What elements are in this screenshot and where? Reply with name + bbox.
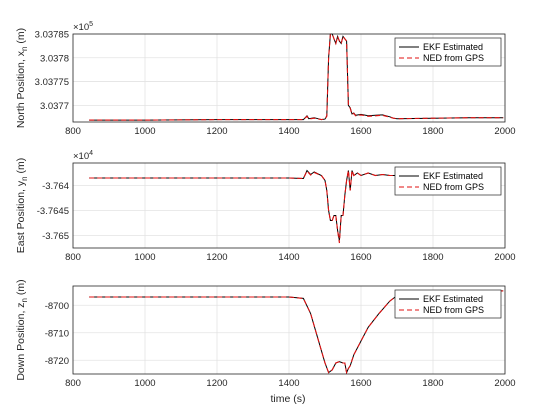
x-tick-label: 1400 (278, 378, 299, 389)
axes-box (72, 33, 506, 123)
chart-panel-3: 800 1000 1200 1400 1600 1800 2000 -8700 -8710 -87… (15, 279, 516, 389)
y-tick-label: 3.03775 (35, 77, 69, 88)
x-tick-label: 1800 (422, 126, 443, 137)
exponent-label: ×104 (73, 150, 93, 162)
legend-box (394, 289, 502, 319)
y-tick-label: -3.765 (42, 231, 69, 242)
chart-panel-2: 800 1000 1200 1400 1600 1800 2000 -3.764 -3.7645… (15, 150, 516, 263)
y-tick-label: 3.03785 (35, 30, 69, 41)
x-tick-label: 2000 (494, 378, 515, 389)
x-axis-label: time (s) (271, 393, 306, 405)
y-axis-label: North Position, xn (m) (15, 28, 29, 128)
y-tick-label: -8700 (45, 301, 69, 312)
axes-box (72, 162, 506, 249)
x-tick-label: 1800 (422, 378, 443, 389)
legend-entry-label: NED from GPS (423, 53, 484, 63)
x-tick-label: 1200 (206, 252, 227, 263)
legend-entry-label: NED from GPS (423, 182, 484, 192)
y-tick-label: -8710 (45, 328, 69, 339)
y-tick-label: 3.0377 (40, 101, 69, 112)
legend-entry-label: NED from GPS (423, 305, 484, 315)
x-tick-label: 1200 (206, 126, 227, 137)
x-tick-label: 1200 (206, 378, 227, 389)
legend-entry-label: EKF Estimated (423, 171, 483, 181)
x-tick-label: 1000 (134, 252, 155, 263)
legend-box (394, 166, 502, 196)
x-tick-label: 1400 (278, 252, 299, 263)
series-line-ned-from-gps (89, 170, 415, 244)
y-tick-label: -8720 (45, 356, 69, 367)
x-tick-label: 1400 (278, 126, 299, 137)
x-tick-label: 2000 (494, 126, 515, 137)
y-tick-label: -3.7645 (37, 206, 69, 217)
y-tick-label: 3.0378 (40, 53, 69, 64)
x-tick-label: 1000 (134, 126, 155, 137)
axes-box (72, 285, 506, 375)
y-axis-label: East Position, yn (m) (15, 158, 29, 254)
y-tick-label: -3.764 (42, 181, 69, 192)
series-line-ekf-estimated (89, 33, 504, 121)
series-line-ned-from-gps (89, 290, 504, 375)
x-tick-label: 1600 (350, 378, 371, 389)
x-tick-label: 800 (65, 378, 81, 389)
x-tick-label: 1800 (422, 252, 443, 263)
chart-panel-1: 800 1000 1200 1400 1600 1800 2000 3.0377 3.03775… (15, 21, 516, 137)
x-tick-label: 1600 (350, 126, 371, 137)
legend-entry-label: EKF Estimated (423, 42, 483, 52)
exponent-label: ×105 (73, 21, 93, 33)
x-tick-label: 800 (65, 252, 81, 263)
x-tick-label: 2000 (494, 252, 515, 263)
legend-box (394, 37, 502, 67)
y-axis-label: Down Position, zn (m) (15, 279, 29, 380)
x-tick-label: 1000 (134, 378, 155, 389)
x-tick-label: 800 (65, 126, 81, 137)
legend-entry-label: EKF Estimated (423, 294, 483, 304)
x-tick-label: 1600 (350, 252, 371, 263)
